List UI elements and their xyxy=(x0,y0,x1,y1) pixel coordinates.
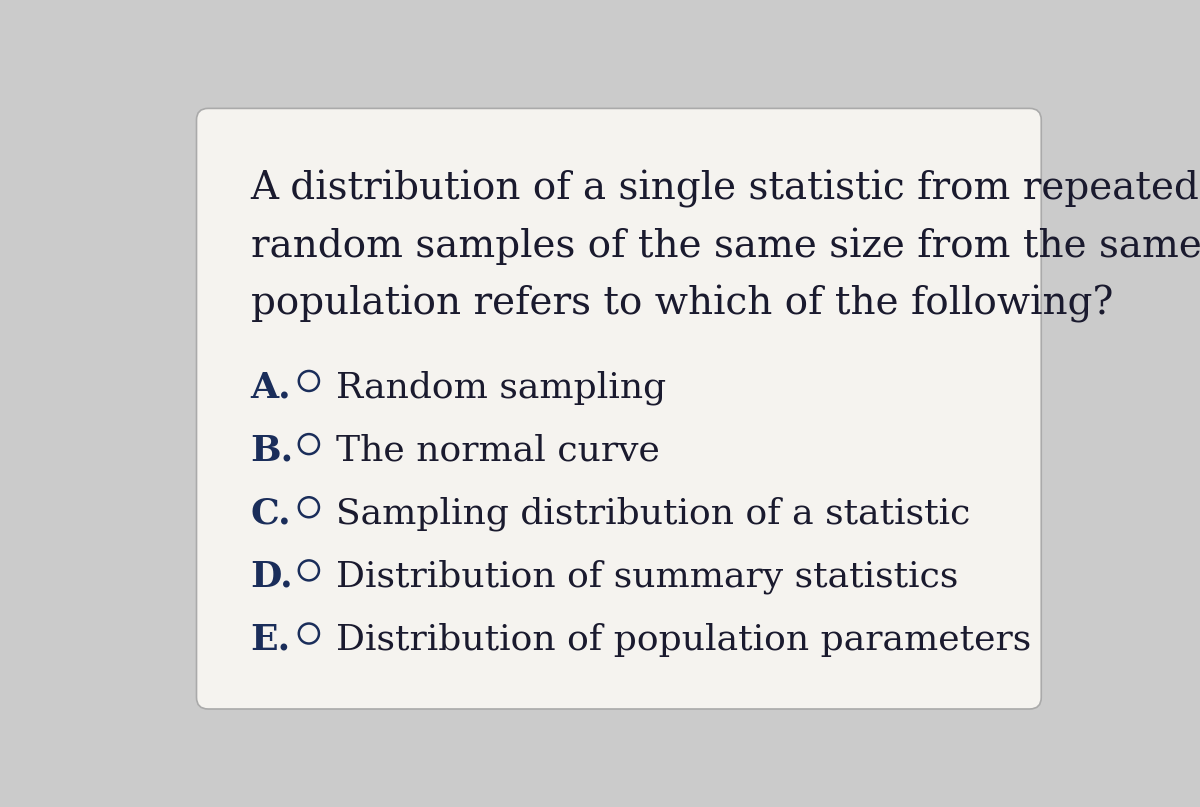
Text: B.: B. xyxy=(251,433,294,467)
Text: E.: E. xyxy=(251,623,290,657)
Text: A.: A. xyxy=(251,370,292,404)
Text: Sampling distribution of a statistic: Sampling distribution of a statistic xyxy=(336,496,971,531)
Text: random samples of the same size from the same: random samples of the same size from the… xyxy=(251,228,1200,266)
FancyBboxPatch shape xyxy=(197,108,1042,709)
Text: Distribution of population parameters: Distribution of population parameters xyxy=(336,623,1031,657)
Text: D.: D. xyxy=(251,559,293,594)
Text: C.: C. xyxy=(251,496,292,530)
Text: Distribution of summary statistics: Distribution of summary statistics xyxy=(336,559,959,594)
Text: A distribution of a single statistic from repeated: A distribution of a single statistic fro… xyxy=(251,170,1200,208)
Text: Random sampling: Random sampling xyxy=(336,370,666,404)
Text: The normal curve: The normal curve xyxy=(336,433,660,467)
Text: population refers to which of the following?: population refers to which of the follow… xyxy=(251,286,1114,324)
